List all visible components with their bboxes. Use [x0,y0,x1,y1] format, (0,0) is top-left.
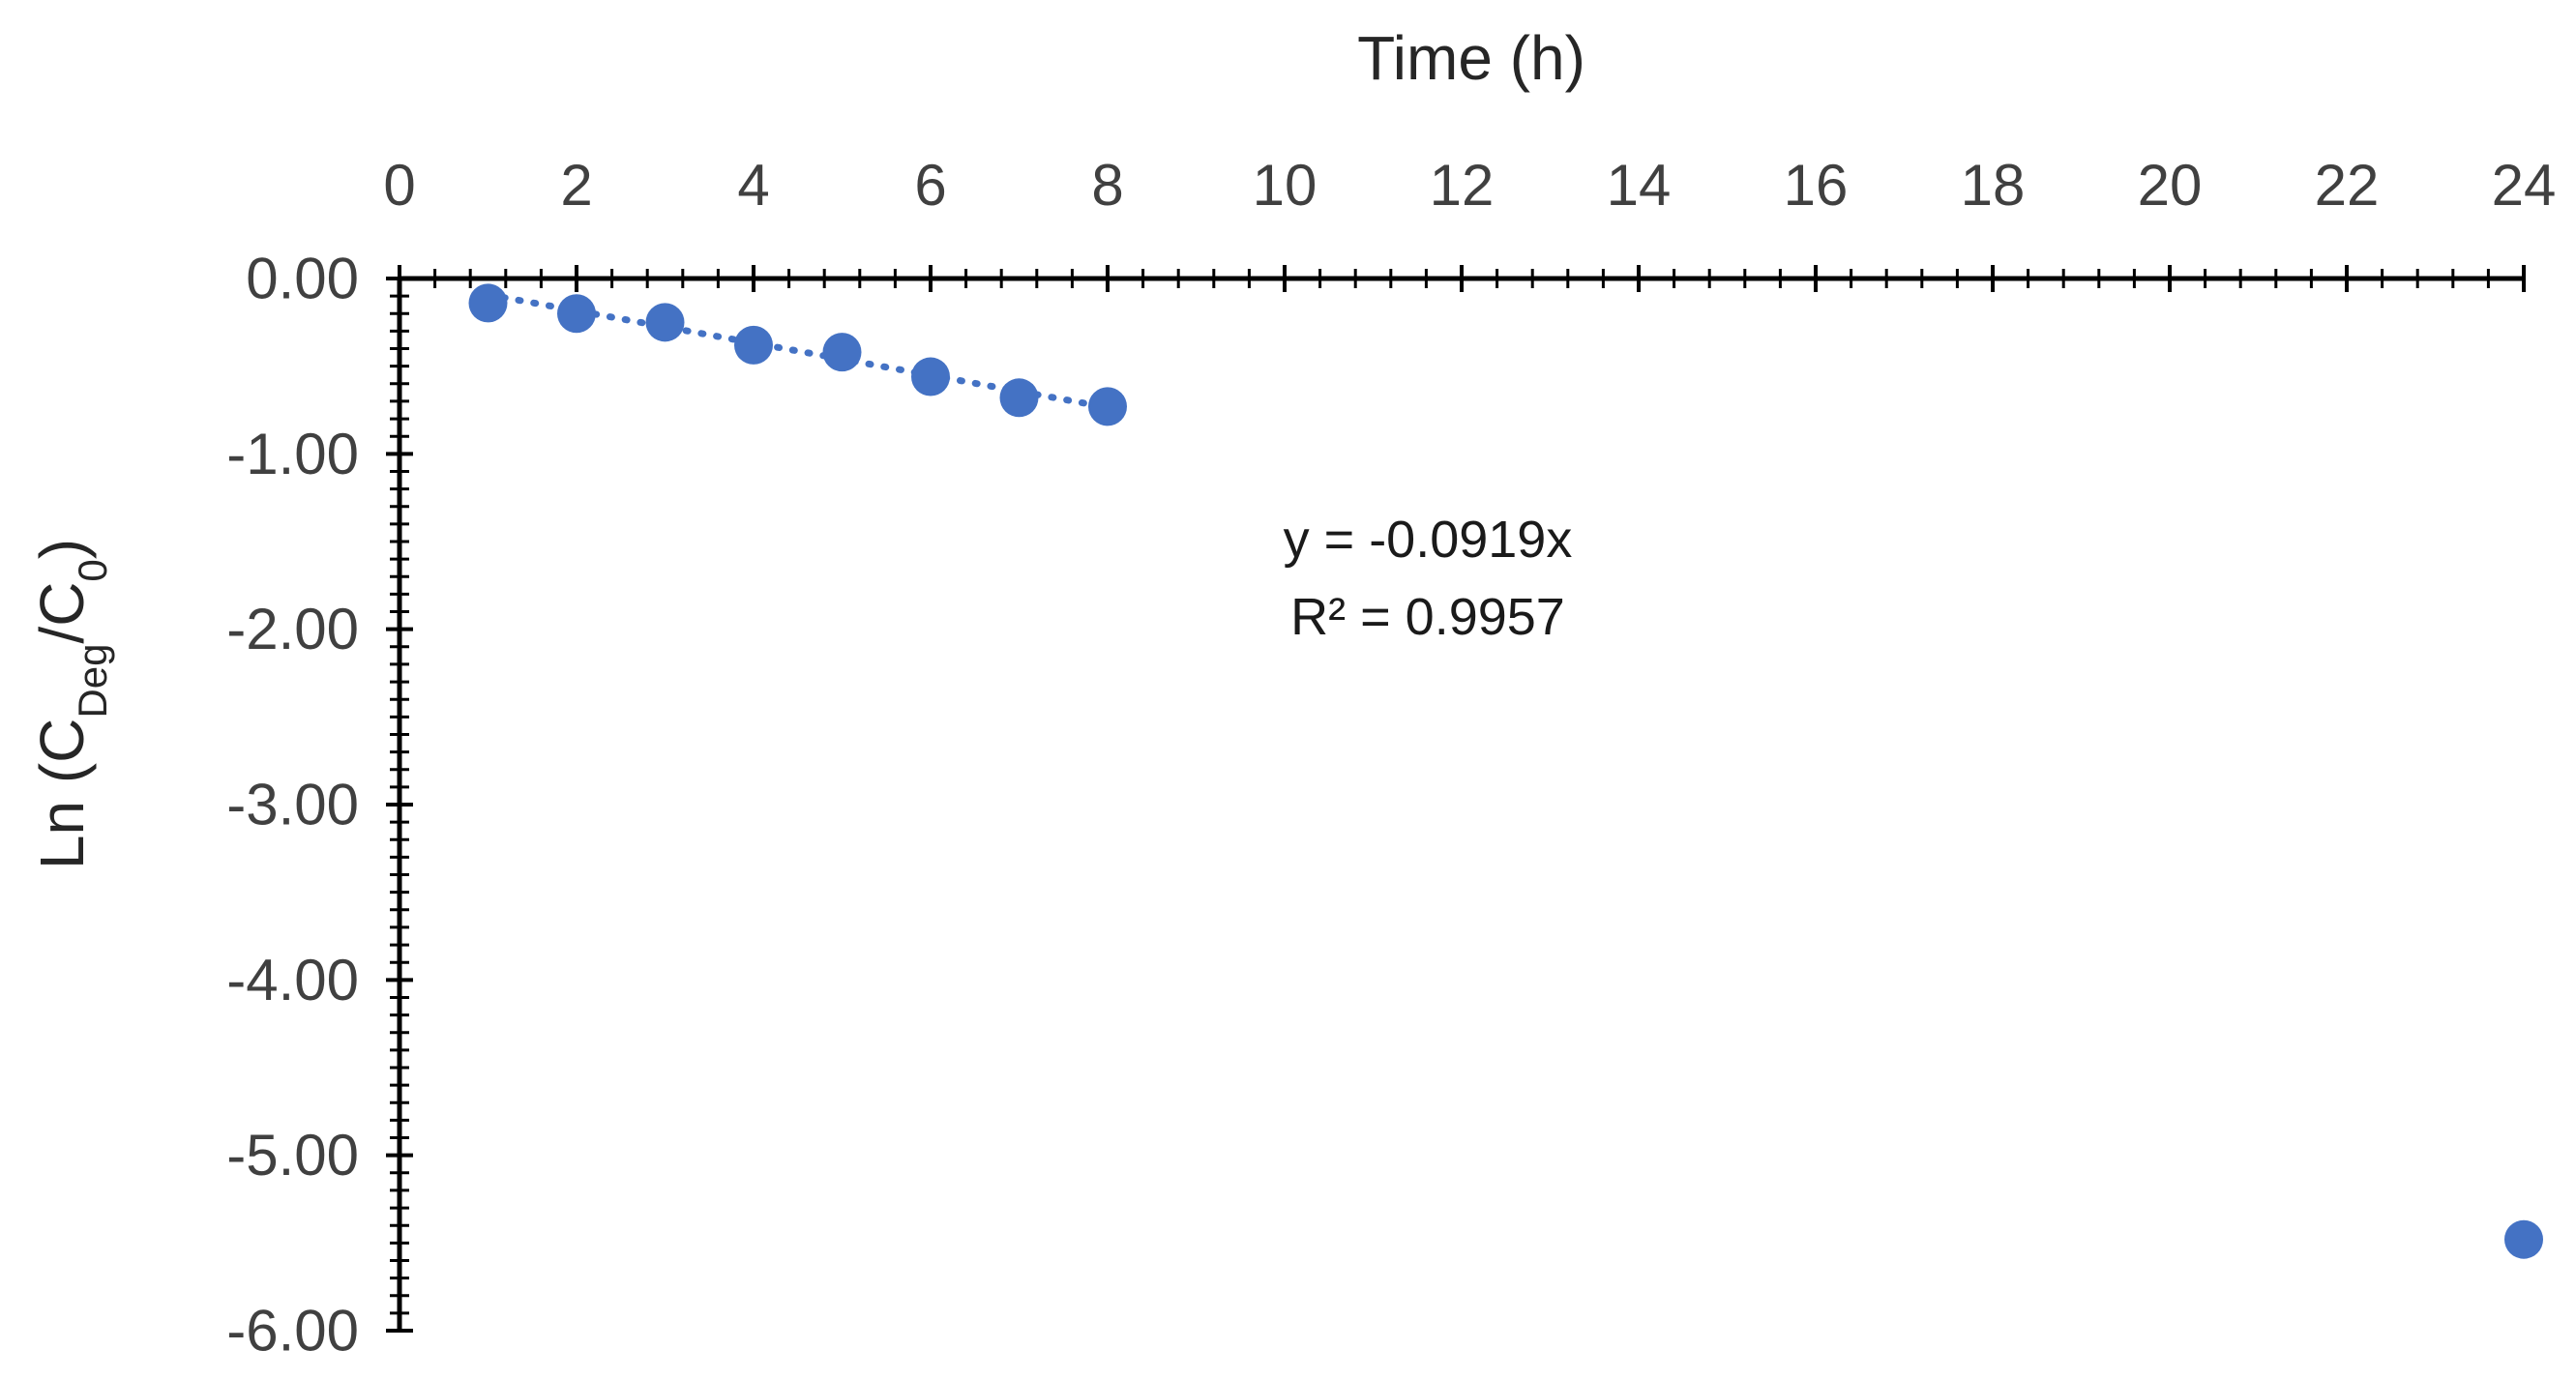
data-point [557,294,596,334]
x-tick-label: 18 [1961,153,2026,218]
x-tick-label: 2 [560,153,592,218]
x-tick-label: 8 [1091,153,1123,218]
data-point [911,357,950,396]
trendline-r-squared: R² = 0.9957 [1290,588,1565,646]
x-tick-label: 12 [1430,153,1495,218]
x-tick-label: 4 [737,153,769,218]
y-title-suffix: ) [27,539,97,559]
y-title-sub-zero: 0 [70,559,115,581]
y-title-sub-deg: Deg [70,644,115,719]
trendline-equation: y = -0.0919x [1284,511,1573,569]
axes-layer [386,265,2526,1333]
x-tick-label: 14 [1607,153,1672,218]
data-point [1088,387,1127,426]
labels-layer: 0 2 4 6 8 10 12 14 16 18 20 22 240.00-1.00-2.00-3.00… [27,23,2556,1364]
y-tick-label: -5.00 [226,1123,359,1188]
data-point [822,333,862,372]
data-point [2504,1219,2543,1259]
data-points-layer [468,283,2543,1259]
x-tick-label: 20 [2138,153,2203,218]
x-tick-label: 16 [1784,153,1849,218]
x-tick-label: 6 [914,153,946,218]
data-point [645,303,685,342]
y-tick-label: -3.00 [226,773,359,837]
x-tick-label: 24 [2492,153,2557,218]
y-title-prefix: Ln (C [27,719,97,870]
x-tick-label: 22 [2315,153,2380,218]
y-tick-label: -1.00 [226,422,359,486]
y-tick-label: -4.00 [226,948,359,1012]
y-title-middle: /C [27,582,97,644]
data-point [734,325,773,365]
data-point [468,283,508,323]
data-point [999,378,1039,418]
y-tick-label: -2.00 [226,597,359,661]
x-tick-label: 10 [1253,153,1318,218]
y-tick-label: -6.00 [226,1299,359,1364]
y-axis-title: Ln (CDeg/C0) [27,539,115,869]
y-tick-label: 0.00 [246,247,359,311]
x-axis-title: Time (h) [1357,23,1585,93]
x-tick-label: 0 [383,153,415,218]
